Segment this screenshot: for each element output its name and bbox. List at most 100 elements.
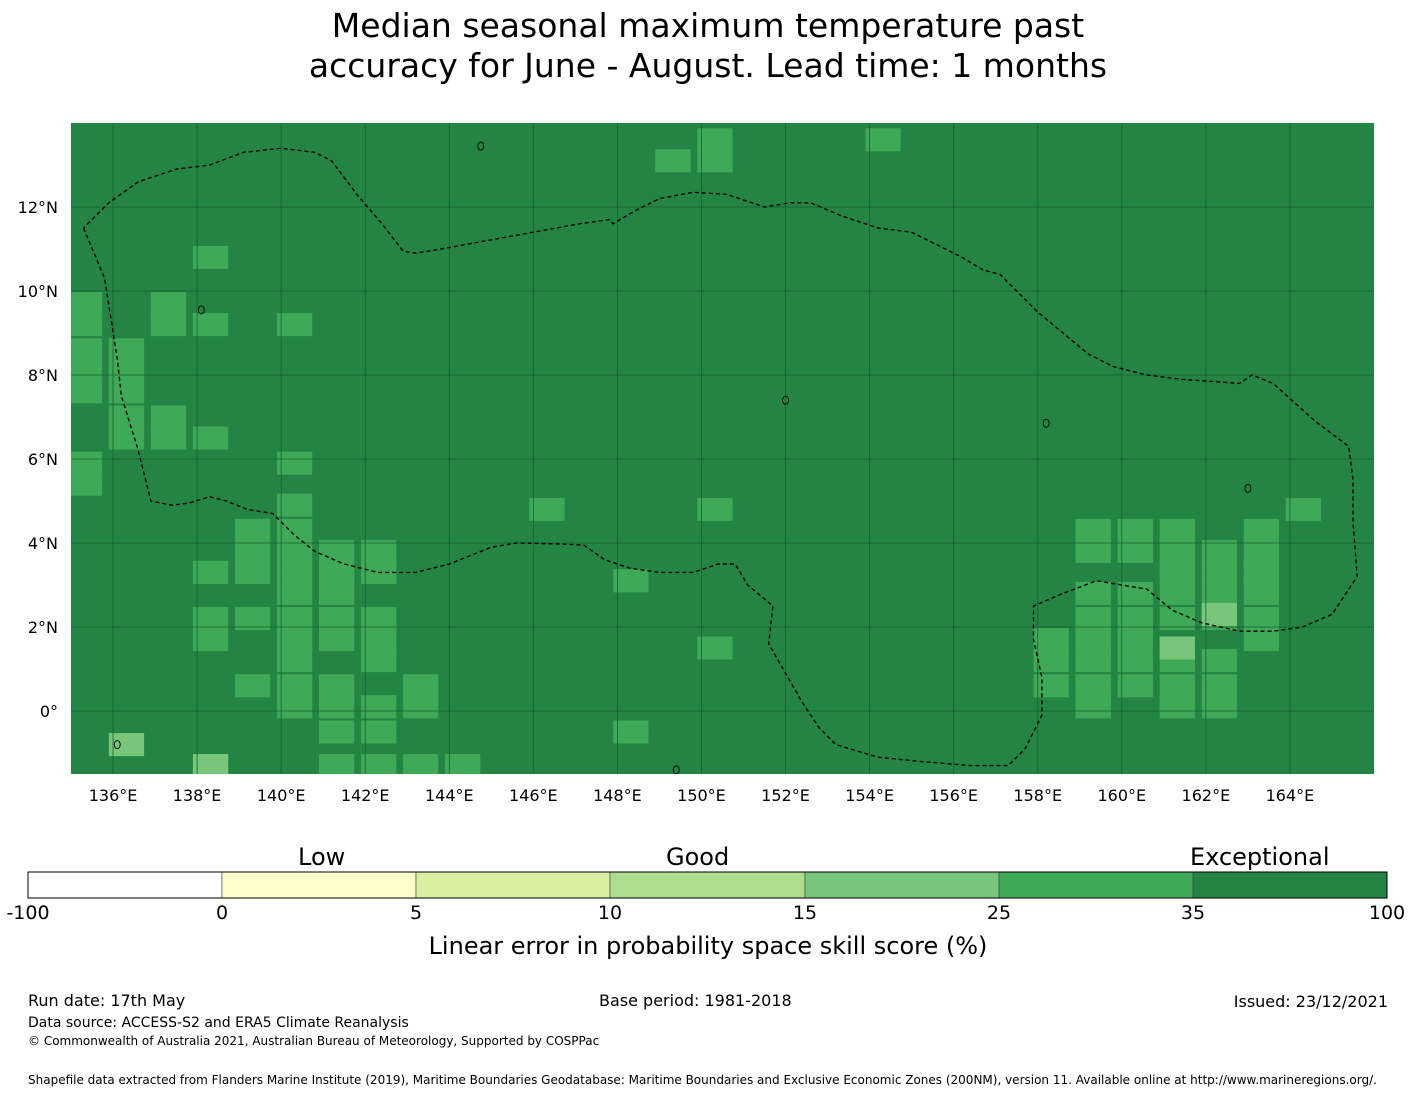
skill-cell-25-35 [1075,649,1111,673]
skill-cell-25-35 [150,426,187,450]
skill-cell-25-35 [361,607,397,631]
skill-cell-25-35 [71,451,103,475]
skill-cell-25-35 [445,754,481,774]
latitude-tick-label: 6°N [28,450,58,469]
skill-cell-25-35 [276,518,313,542]
skill-cell-25-35 [361,539,397,563]
skill-cell-25-35 [1201,539,1237,563]
skill-cell-25-35 [150,313,187,337]
skill-cell-25-35 [234,607,271,631]
skill-cell-15-25 [1159,636,1195,660]
category-label-exceptional: Exceptional [1190,843,1330,871]
skill-cell-25-35 [1117,628,1153,652]
skill-cell-25-35 [276,581,313,605]
colorbar-segment [415,871,611,899]
island-outline [1244,483,1252,493]
longitude-tick-label: 152°E [761,786,810,805]
skill-cell-25-35 [1117,607,1153,631]
island-outline [197,305,205,315]
skill-cell-25-35 [1285,497,1322,521]
skill-cell-25-35 [361,649,397,673]
latitude-tick-label: 0° [40,702,58,721]
skill-cell-25-35 [71,313,103,337]
colorbar-tick: 25 [986,902,1012,924]
skill-cell-25-35 [1117,539,1153,563]
chart-title-line2: accuracy for June - August. Lead time: 1… [308,46,1108,85]
skill-cell-25-35 [1075,607,1111,631]
skill-cell-25-35 [1243,539,1280,563]
skill-cell-25-35 [1117,518,1153,542]
island-outline [113,740,121,750]
skill-cell-25-35 [865,128,901,152]
skill-cell-25-35 [318,754,355,774]
longitude-tick-label: 140°E [257,786,306,805]
skill-cell-25-35 [71,359,103,383]
skill-cell-25-35 [361,695,397,719]
skill-cell-25-35 [613,720,649,744]
longitude-tick-label: 158°E [1013,786,1062,805]
longitude-tick-label: 164°E [1266,786,1315,805]
skill-cell-25-35 [276,451,313,475]
island-outline [477,141,485,151]
colorbar-segment [998,871,1194,899]
skill-cell-25-35 [192,560,229,584]
skill-cell-25-35 [1033,674,1069,698]
skill-cell-25-35 [276,628,313,652]
skill-cell-25-35 [1159,695,1195,719]
skill-cell-25-35 [1075,674,1111,698]
skill-cell-25-35 [108,405,145,429]
skill-cell-25-35 [1201,581,1237,605]
skill-cell-25-35 [276,493,313,517]
colorbar-tick: 5 [409,902,423,924]
skill-cell-25-35 [276,695,313,719]
axis-ticks: 136°E 138°E 140°E 142°E 144°E 146°E 148°E 150°E… [18,198,1315,805]
skill-cell-25-35 [697,636,733,660]
latitude-tick-label: 12°N [18,198,58,217]
longitude-tick-label: 160°E [1097,786,1146,805]
skill-cell-25-35 [1159,539,1195,563]
colorbar-segment [609,871,806,899]
skill-cell-25-35 [1243,628,1280,652]
island-outline [1042,418,1050,428]
skill-cell-25-35 [1159,518,1195,542]
skill-cell-25-35 [1201,560,1237,584]
skill-cell-25-35 [403,674,439,698]
skill-cell-25-35 [71,472,103,496]
longitude-tick-label: 150°E [677,786,726,805]
skill-cell-25-35 [1075,539,1111,563]
longitude-tick-label: 136°E [89,786,138,805]
skill-cell-25-35 [403,695,439,719]
skill-cell-25-35 [1201,649,1237,673]
skill-cell-25-35 [276,674,313,698]
eez-boundary [82,147,1358,767]
skill-cell-25-35 [529,497,565,521]
skill-cell-25-35 [1159,674,1195,698]
skill-cell-25-35 [1243,607,1280,631]
colorbar-tick: 0 [215,902,229,924]
skill-cell-25-35 [1117,581,1153,605]
map-area [71,123,1374,774]
skill-cell-25-35 [276,560,313,584]
skill-cell-25-35 [1033,649,1069,673]
skill-cell-25-35 [697,128,733,152]
skill-cell-25-35 [71,338,103,362]
skill-cell-25-35 [276,649,313,673]
skill-cell-15-25 [1201,602,1237,626]
colorbar-tick: 10 [597,902,623,924]
skill-cell-25-35 [318,720,355,744]
longitude-tick-label: 146°E [509,786,558,805]
colorbar-segment [1192,871,1388,899]
skill-cell-25-35 [1201,695,1237,719]
base-period: Base period: 1981-2018 [599,991,792,1010]
issued-date: Issued: 23/12/2021 [1233,992,1388,1011]
skill-cell-25-35 [108,338,145,362]
gridlines [71,123,1374,774]
colorbar-tick: -100 [6,902,50,924]
shapefile-credit: Shapefile data extracted from Flanders M… [28,1073,1377,1087]
skill-cell-25-35 [1159,581,1195,605]
colorbar-tick: 35 [1180,902,1206,924]
skill-cell-25-35 [276,313,313,337]
skill-cell-25-35 [318,628,355,652]
skill-cell-25-35 [71,292,103,316]
